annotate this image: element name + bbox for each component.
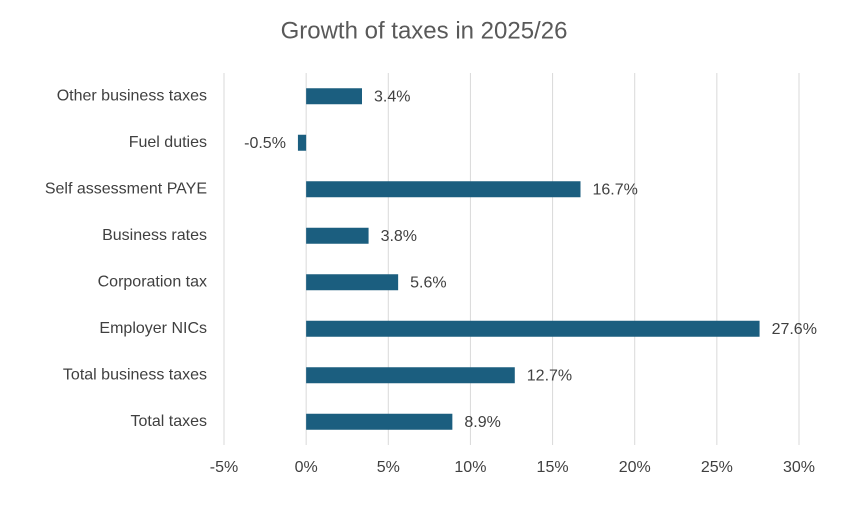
y-tick-label: Corporation tax [98,273,207,290]
y-tick-label: Business rates [102,227,207,244]
data-label: 5.6% [410,274,446,291]
y-tick-label: Total business taxes [63,366,207,383]
y-tick-label: Total taxes [131,413,207,430]
y-tick-label: Fuel duties [129,134,207,151]
y-tick-label: Employer NICs [99,320,207,337]
x-tick-label: 20% [619,459,651,476]
bar [306,227,369,244]
bar [306,320,760,337]
data-label: 12.7% [527,367,572,384]
x-tick-label: 25% [701,459,733,476]
data-label: 3.4% [374,88,410,105]
data-label: 3.8% [381,228,417,245]
bar [306,413,453,430]
x-tick-label: -5% [210,459,238,476]
x-tick-label: 10% [454,459,486,476]
bar [297,134,307,151]
data-label: 16.7% [593,181,638,198]
data-label: 8.9% [464,414,500,431]
bar [306,88,362,105]
chart-title: Growth of taxes in 2025/26 [281,17,568,44]
y-tick-label: Other business taxes [57,87,207,104]
y-tick-label: Self assessment PAYE [45,180,207,197]
bar [306,367,515,384]
x-tick-label: 5% [377,459,400,476]
bar [306,274,399,291]
data-label: -0.5% [244,135,286,152]
x-tick-label: 15% [537,459,569,476]
x-tick-label: 0% [295,459,318,476]
bar [306,181,581,198]
x-tick-label: 30% [783,459,815,476]
data-label: 27.6% [772,321,817,338]
